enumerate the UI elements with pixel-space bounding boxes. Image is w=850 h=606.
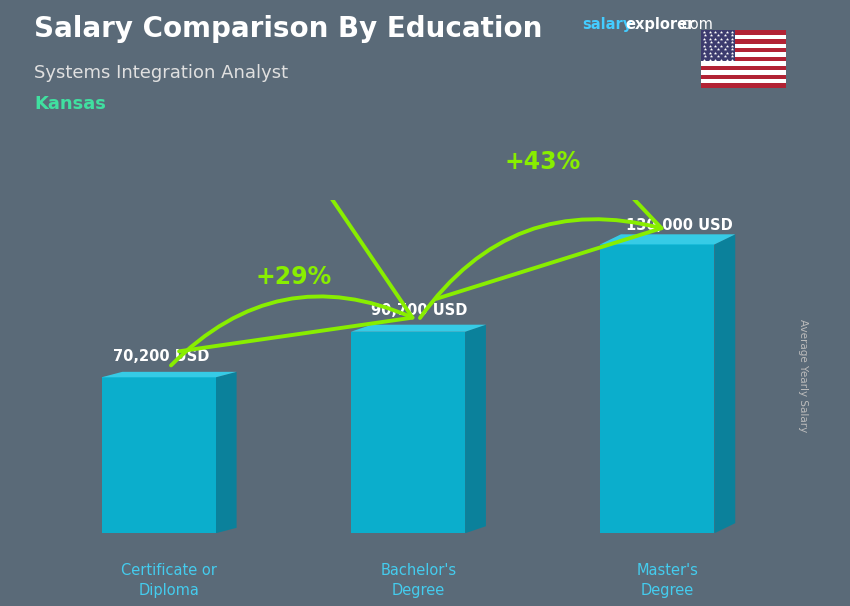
Text: +43%: +43%: [505, 150, 581, 175]
Text: 90,700 USD: 90,700 USD: [371, 304, 467, 318]
Text: Certificate or
Diploma: Certificate or Diploma: [121, 564, 217, 598]
Polygon shape: [465, 325, 486, 533]
Polygon shape: [715, 235, 735, 533]
Bar: [701, 75, 786, 79]
Text: 130,000 USD: 130,000 USD: [626, 218, 733, 233]
Text: 70,200 USD: 70,200 USD: [113, 349, 209, 364]
Text: Salary Comparison By Education: Salary Comparison By Education: [34, 15, 542, 43]
Bar: [351, 331, 465, 533]
Bar: [101, 378, 216, 533]
Text: Master's
Degree: Master's Degree: [637, 564, 699, 598]
Text: salary: salary: [582, 17, 632, 32]
Bar: [701, 65, 786, 70]
Text: Kansas: Kansas: [34, 95, 106, 113]
Bar: [701, 48, 786, 53]
Bar: [701, 35, 786, 39]
Bar: [701, 57, 786, 61]
Text: Bachelor's
Degree: Bachelor's Degree: [380, 564, 456, 598]
FancyArrowPatch shape: [420, 57, 661, 318]
Bar: [701, 30, 735, 61]
Polygon shape: [101, 372, 236, 378]
Polygon shape: [351, 325, 486, 331]
Bar: [701, 44, 786, 48]
Text: explorer: explorer: [626, 17, 695, 32]
Bar: [701, 30, 786, 35]
Text: .com: .com: [677, 17, 713, 32]
Bar: [701, 53, 786, 57]
Bar: [600, 244, 715, 533]
Text: Systems Integration Analyst: Systems Integration Analyst: [34, 64, 288, 82]
Polygon shape: [600, 235, 735, 244]
Text: Average Yearly Salary: Average Yearly Salary: [798, 319, 808, 432]
Bar: [701, 84, 786, 88]
Text: +29%: +29%: [256, 265, 332, 288]
FancyArrowPatch shape: [171, 122, 412, 365]
Bar: [701, 61, 786, 65]
Polygon shape: [216, 372, 236, 533]
Bar: [701, 39, 786, 44]
Bar: [701, 79, 786, 84]
Bar: [701, 70, 786, 75]
